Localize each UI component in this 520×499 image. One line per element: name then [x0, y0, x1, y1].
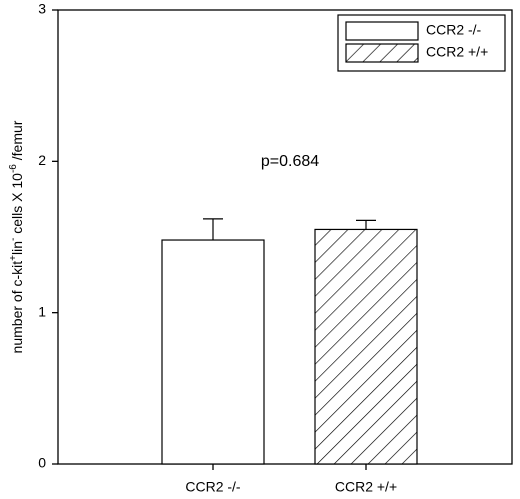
y-axis-label-part: number of c-kit — [9, 261, 25, 354]
y-axis-label-part: lin — [9, 241, 25, 255]
bar — [161, 239, 265, 465]
x-tick-label: CCR2 +/+ — [335, 479, 397, 495]
y-tick-label: 3 — [38, 1, 46, 17]
plot-frame — [57, 9, 513, 465]
y-tick-label: 1 — [38, 303, 46, 319]
y-tick-label: 2 — [38, 152, 46, 168]
annotation: p=0.684 — [261, 153, 319, 170]
legend-label: CCR2 +/+ — [426, 44, 488, 60]
legend-swatch — [345, 21, 419, 41]
y-axis-label-part: - — [8, 238, 19, 241]
y-axis-label-part: cells X 10 — [9, 173, 25, 238]
y-tick-label: 0 — [38, 455, 46, 471]
y-axis-label-part: -6 — [8, 164, 19, 173]
y-axis-label-part: /femur — [9, 120, 25, 164]
bar — [314, 228, 418, 465]
x-tick-label: CCR2 -/- — [185, 479, 241, 495]
y-axis-label: number of c-kit+lin- cells X 10-6 /femur — [8, 120, 25, 353]
y-axis-label-part: + — [8, 255, 19, 261]
legend-label: CCR2 -/- — [426, 22, 482, 38]
legend-swatch — [345, 43, 419, 63]
